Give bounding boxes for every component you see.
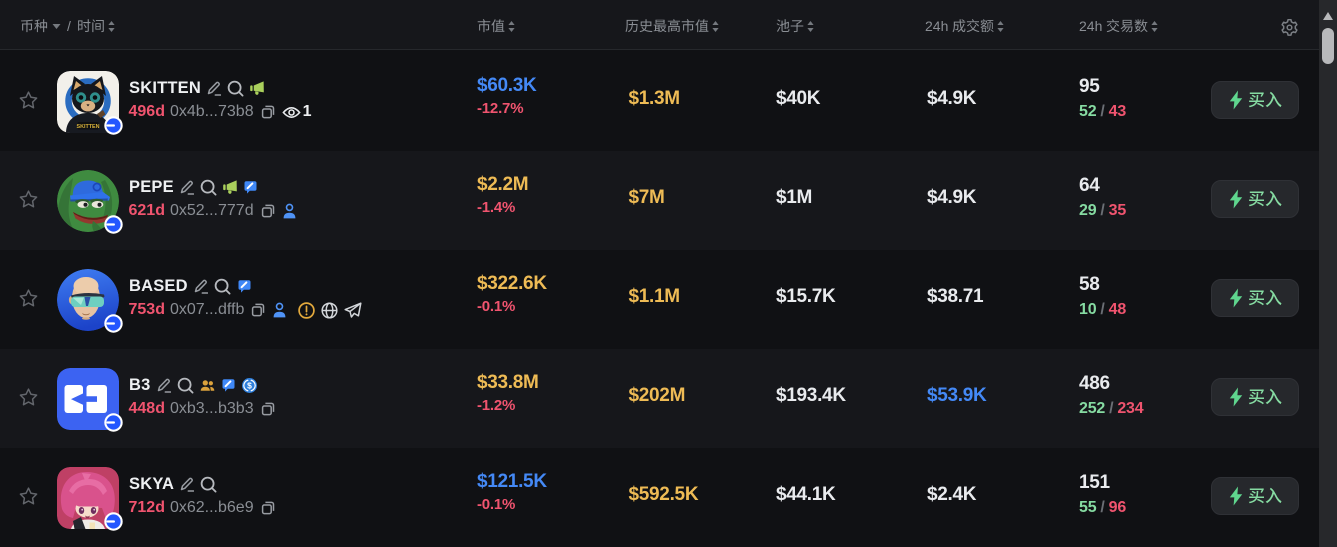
- svg-text:$: $: [247, 380, 252, 390]
- svg-text:SKITTEN: SKITTEN: [76, 124, 99, 130]
